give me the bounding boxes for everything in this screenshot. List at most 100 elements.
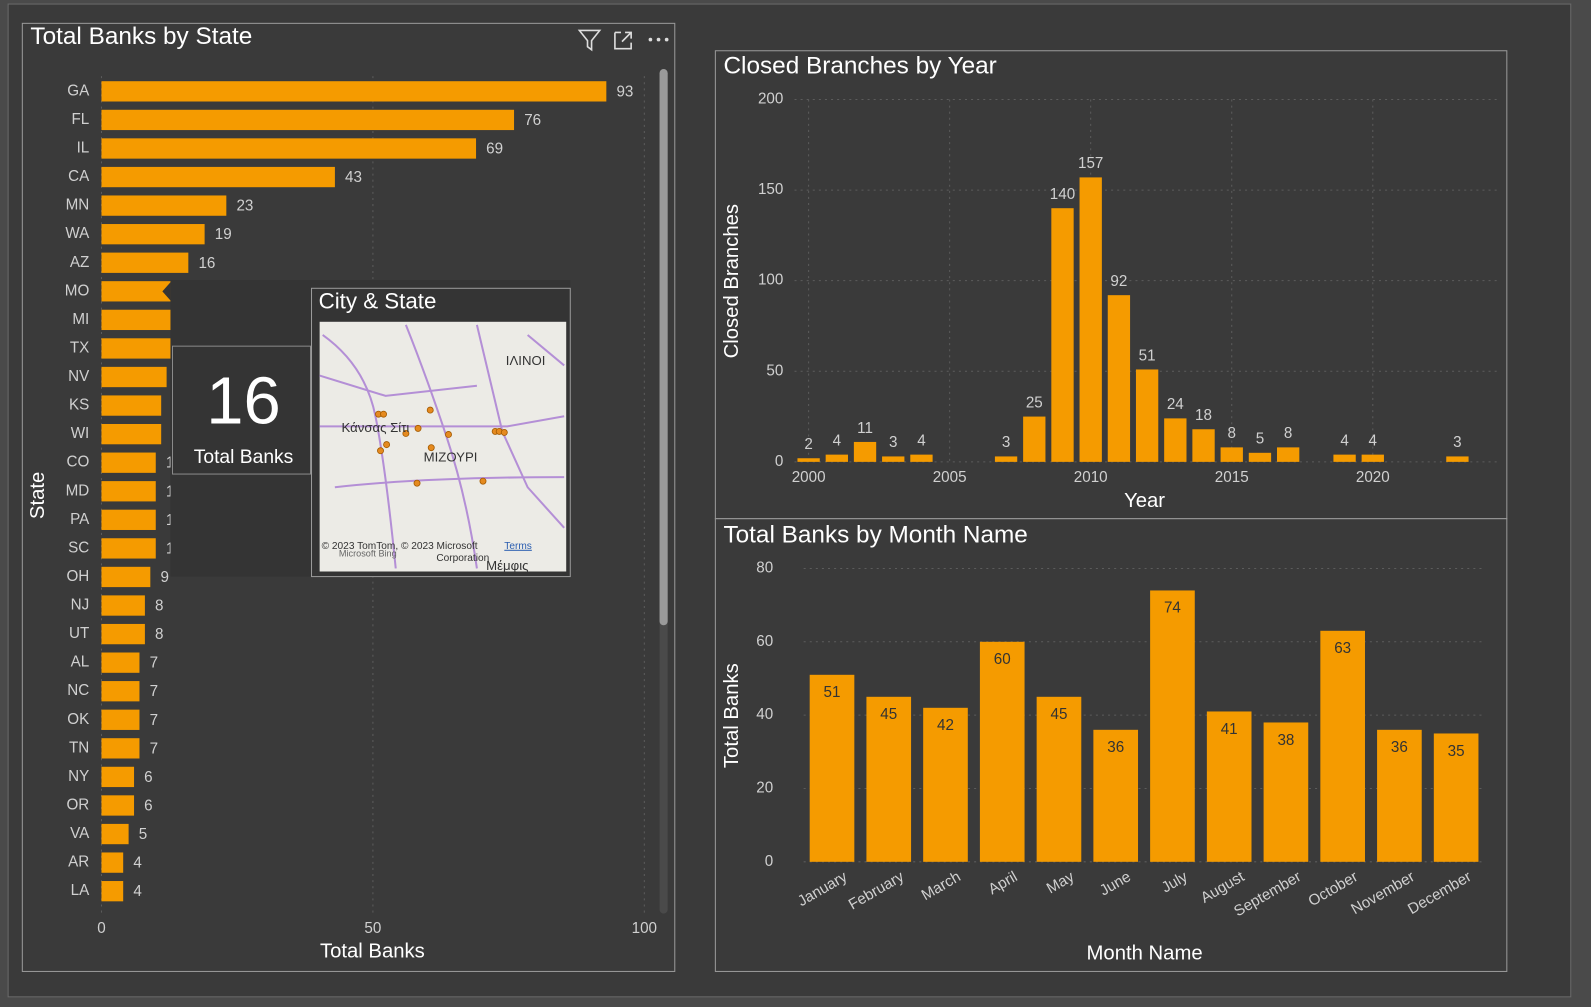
bar	[101, 509, 156, 530]
x-tick-label: 2015	[1215, 469, 1249, 486]
bar	[1446, 456, 1469, 462]
y-tick-label: OK	[67, 711, 89, 728]
data-label: 157	[1078, 155, 1103, 172]
filter-icon[interactable]	[577, 29, 602, 52]
data-label: 6	[144, 769, 152, 786]
y-tick-label: 20	[756, 779, 773, 796]
bar	[1433, 733, 1479, 862]
data-label: 9	[160, 569, 168, 586]
data-label: 8	[1228, 425, 1236, 442]
data-label: 5	[1256, 431, 1264, 448]
y-tick-label: LA	[71, 882, 90, 899]
y-tick-label: 0	[775, 453, 783, 470]
y-tick-label: CA	[68, 168, 90, 185]
data-label: 45	[880, 706, 897, 723]
chart-title: Closed Branches by Year	[723, 52, 996, 79]
panel[interactable]	[714, 50, 1508, 520]
y-axis-title: State	[27, 472, 49, 519]
map-label: ΜΙΖΟΥΡΙ	[424, 449, 478, 464]
bar	[101, 766, 135, 788]
x-axis-title: Month Name	[1087, 943, 1203, 965]
data-label: 8	[155, 626, 163, 643]
bar	[101, 795, 135, 816]
bar	[994, 456, 1018, 462]
bar	[1220, 447, 1243, 462]
bar	[866, 696, 912, 862]
y-tick-label: UT	[69, 625, 89, 642]
bar	[101, 452, 156, 473]
bar	[882, 456, 905, 462]
y-tick-label: NV	[68, 368, 90, 385]
bar	[1023, 416, 1046, 462]
chart-title: Total Banks by Month Name	[723, 521, 1027, 548]
bar	[101, 538, 156, 559]
bar	[101, 881, 124, 902]
y-tick-label: OR	[66, 796, 89, 813]
bar	[1206, 711, 1252, 862]
map-points	[375, 406, 508, 487]
data-label: 4	[917, 432, 926, 449]
bar	[101, 823, 129, 845]
bar	[101, 338, 173, 359]
data-label: 36	[1107, 739, 1124, 756]
data-label: 60	[994, 651, 1011, 668]
bar	[1192, 429, 1215, 462]
y-axis-title: Total Banks	[721, 663, 743, 768]
bar	[101, 252, 189, 273]
bar	[101, 281, 189, 302]
bar	[797, 458, 820, 462]
data-label: 25	[1026, 394, 1043, 411]
bar	[101, 738, 140, 759]
bar	[1361, 454, 1384, 462]
map-label: ΙΛΙΝΟΙ	[506, 353, 546, 368]
bar	[101, 166, 335, 188]
y-tick-label: MO	[65, 282, 90, 299]
y-tick-label: MD	[66, 482, 90, 499]
bar	[825, 454, 848, 462]
bar	[1377, 729, 1422, 862]
bar	[1036, 696, 1082, 862]
y-tick-label: PA	[70, 511, 90, 528]
bar	[101, 81, 607, 102]
y-tick-label: 60	[756, 633, 773, 650]
data-label: 7	[150, 712, 158, 729]
data-label: 19	[215, 226, 232, 243]
y-tick-label: TX	[70, 339, 89, 356]
scrollbar-thumb[interactable]	[659, 69, 668, 626]
data-label: 4	[133, 883, 142, 900]
more-icon[interactable]	[648, 37, 669, 42]
bar	[101, 109, 515, 131]
map-terms[interactable]: Terms	[504, 541, 532, 552]
data-label: 93	[616, 83, 633, 100]
y-tick-label: 80	[756, 559, 773, 576]
bar	[1135, 369, 1159, 462]
data-label: 69	[486, 141, 503, 158]
bar	[101, 566, 151, 588]
data-label: 74	[1164, 600, 1181, 617]
focus-icon[interactable]	[614, 31, 632, 50]
bar	[1277, 447, 1300, 462]
y-tick-label: VA	[70, 825, 90, 842]
map-title: City & State	[319, 288, 437, 313]
y-tick-label: GA	[67, 82, 90, 99]
x-tick-label: 2005	[933, 469, 967, 486]
bar	[101, 366, 167, 388]
bar	[1051, 208, 1074, 462]
y-tick-label: WA	[65, 225, 90, 242]
bar	[101, 595, 145, 616]
bar	[1093, 729, 1139, 862]
bar	[101, 395, 162, 416]
card-value: 16	[206, 364, 280, 439]
map	[319, 321, 567, 572]
map-credit: © 2023 TomTom, © 2023 Microsoft	[322, 541, 478, 552]
bar	[101, 623, 145, 645]
data-label: 4	[133, 855, 142, 872]
bar	[979, 641, 1025, 862]
data-label: 18	[1195, 407, 1212, 424]
x-axis-title: Year	[1124, 490, 1165, 512]
data-label: 43	[345, 169, 362, 186]
y-tick-label: TN	[69, 739, 89, 756]
bar	[1320, 630, 1365, 862]
